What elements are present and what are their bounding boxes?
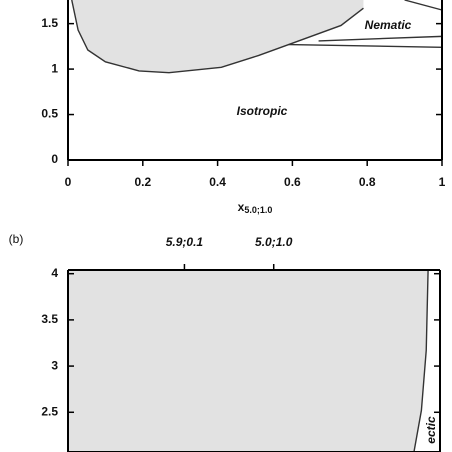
x-tick-label: 1 bbox=[439, 175, 446, 189]
phase-region bbox=[68, 270, 429, 452]
phase-label: Isotropic bbox=[237, 104, 288, 118]
x-tick-label: 0 bbox=[65, 175, 72, 189]
phase-label: ectic bbox=[424, 416, 438, 444]
x-tick-label: 0.2 bbox=[134, 175, 151, 189]
y-tick-label: 4 bbox=[51, 266, 58, 280]
x-tick-label: 0.8 bbox=[359, 175, 376, 189]
x2-tick-label: 5.9;0.1 bbox=[166, 235, 204, 249]
phase-label: Nematic bbox=[365, 18, 412, 32]
panel-label: (b) bbox=[9, 232, 24, 246]
y-tick-label: 0 bbox=[51, 152, 58, 166]
x-axis-label-main: x bbox=[238, 200, 245, 214]
y-tick-label: 0.5 bbox=[41, 107, 58, 121]
x-tick-label: 0.6 bbox=[284, 175, 301, 189]
x2-tick-label: 5.0;1.0 bbox=[255, 235, 293, 249]
x-axis-label: x5.0;1.0 bbox=[238, 200, 273, 215]
y-tick-label: 3 bbox=[51, 358, 58, 372]
phase-boundary bbox=[71, 0, 364, 74]
y-tick-label: 3.5 bbox=[41, 312, 58, 326]
y-tick-label: 1 bbox=[51, 61, 58, 75]
phase-boundary bbox=[318, 35, 443, 42]
phase-boundary bbox=[404, 0, 443, 11]
x-axis-label-sub: 5.0;1.0 bbox=[244, 205, 272, 215]
phase-boundary bbox=[413, 269, 429, 452]
y-tick-label: 2.5 bbox=[41, 404, 58, 418]
phase-region bbox=[71, 0, 364, 73]
y-tick-label: 1.5 bbox=[41, 16, 58, 30]
x-tick-label: 0.4 bbox=[209, 175, 226, 189]
phase-boundary bbox=[288, 43, 443, 48]
